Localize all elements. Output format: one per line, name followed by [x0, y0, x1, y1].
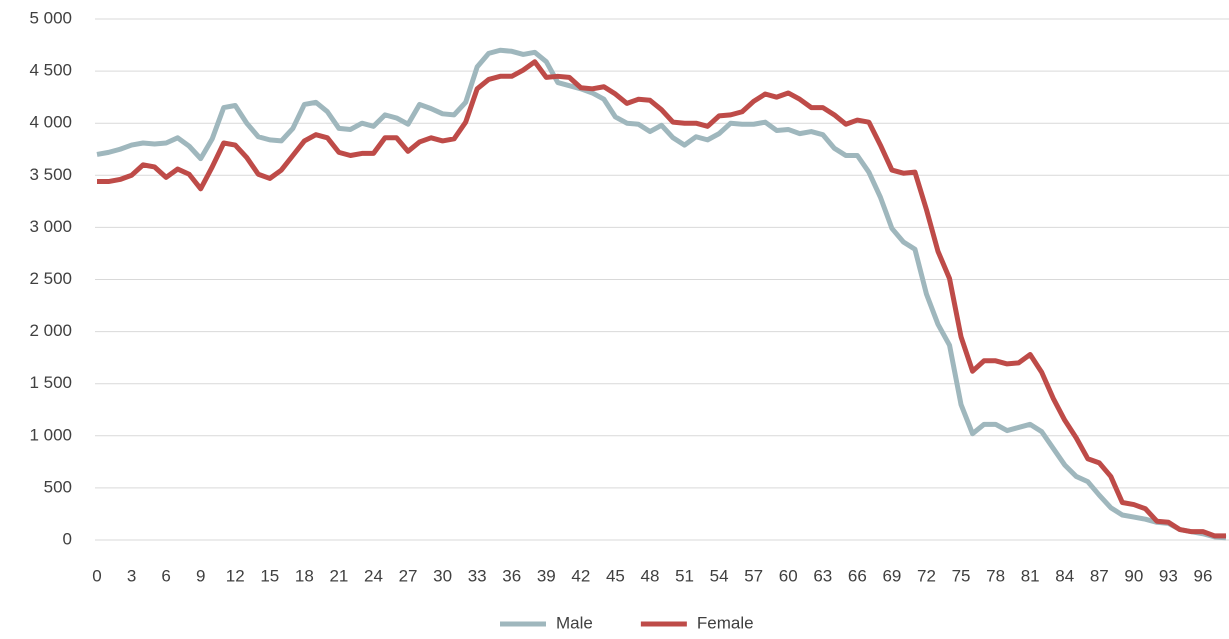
x-tick-label: 45 [606, 566, 625, 585]
x-tick-label: 54 [710, 566, 729, 585]
x-tick-label: 3 [127, 566, 136, 585]
y-tick-label: 500 [44, 477, 72, 496]
x-tick-label: 9 [196, 566, 205, 585]
x-tick-label: 66 [848, 566, 867, 585]
x-tick-label: 42 [571, 566, 590, 585]
x-tick-label: 36 [502, 566, 521, 585]
x-tick-label: 69 [882, 566, 901, 585]
x-tick-label: 33 [468, 566, 487, 585]
x-tick-label: 96 [1193, 566, 1212, 585]
x-tick-label: 60 [779, 566, 798, 585]
x-tick-label: 51 [675, 566, 694, 585]
y-tick-label: 1 500 [29, 373, 72, 392]
x-tick-label: 93 [1159, 566, 1178, 585]
y-tick-label: 3 500 [29, 165, 72, 184]
y-tick-label: 4 500 [29, 61, 72, 80]
x-tick-label: 57 [744, 566, 763, 585]
y-tick-label: 4 000 [29, 113, 72, 132]
x-tick-label: 39 [537, 566, 556, 585]
x-tick-label: 84 [1055, 566, 1074, 585]
series-line [97, 59, 1226, 539]
x-tick-label: 27 [399, 566, 418, 585]
x-tick-label: 15 [260, 566, 279, 585]
y-tick-label: 1 000 [29, 425, 72, 444]
series-line [96, 47, 1227, 541]
x-tick-label: 12 [226, 566, 245, 585]
legend-label: Female [697, 613, 754, 632]
x-tick-label: 90 [1124, 566, 1143, 585]
x-tick-label: 75 [952, 566, 971, 585]
y-tick-label: 2 500 [29, 269, 72, 288]
y-tick-label: 5 000 [29, 8, 72, 27]
x-tick-label: 78 [986, 566, 1005, 585]
y-tick-label: 2 000 [29, 321, 72, 340]
x-tick-label: 48 [641, 566, 660, 585]
x-tick-label: 6 [161, 566, 170, 585]
x-tick-label: 24 [364, 566, 383, 585]
legend-label: Male [556, 613, 593, 632]
x-tick-label: 30 [433, 566, 452, 585]
x-tick-label: 87 [1090, 566, 1109, 585]
x-tick-label: 81 [1021, 566, 1040, 585]
y-tick-label: 0 [63, 529, 72, 548]
x-tick-label: 63 [813, 566, 832, 585]
y-tick-label: 3 000 [29, 217, 72, 236]
x-tick-label: 0 [92, 566, 101, 585]
x-tick-label: 18 [295, 566, 314, 585]
x-tick-label: 21 [329, 566, 348, 585]
x-tick-label: 72 [917, 566, 936, 585]
